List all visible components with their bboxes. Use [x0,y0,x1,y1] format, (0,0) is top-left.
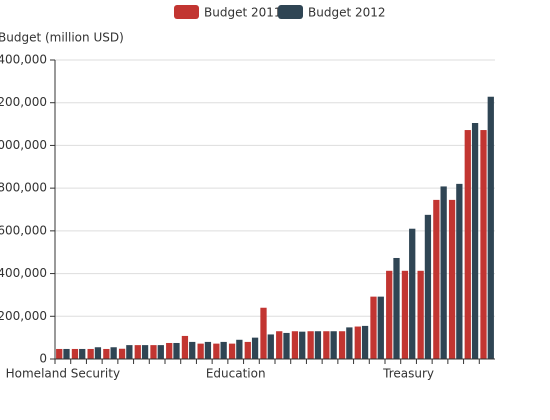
bar [63,348,70,359]
x-tick-label: Education [206,367,266,381]
bar [118,348,126,359]
bar [370,296,377,359]
y-tick-label: 1,200,000 [0,95,47,109]
bar [173,342,180,359]
bar [236,339,243,359]
legend-label: Budget 2012 [308,6,386,20]
bar [126,345,133,359]
bar [299,331,306,359]
bar [251,337,259,359]
bar [307,331,314,359]
bar [480,130,487,359]
bar [283,332,290,359]
bar [110,347,117,359]
bar [204,341,212,359]
y-tick-label: 600,000 [0,223,47,237]
bar [471,123,479,359]
bar [220,341,227,359]
bar [141,345,149,359]
bar [354,326,361,359]
legend-label: Budget 2011 [204,6,282,20]
y-axis-label: Budget (million USD) [0,31,124,45]
bar [291,331,299,359]
bar [401,270,409,359]
y-tick-label: 0 [39,352,47,366]
bar [197,343,204,359]
bar [213,343,220,359]
bar [440,186,447,359]
x-tick-label: Homeland Security [6,367,120,381]
bar [150,345,157,359]
x-tick-label: Treasury [382,367,434,381]
bar [346,327,353,359]
bar [260,307,267,359]
bar [330,331,337,359]
legend-swatch [174,5,199,19]
y-tick-label: 800,000 [0,181,47,195]
bar [87,348,94,359]
bar [267,334,274,359]
legend-swatch [278,5,303,19]
bar [338,331,346,359]
bar [56,348,63,359]
bar [487,96,494,359]
y-tick-label: 400,000 [0,266,47,280]
bar [386,270,393,359]
bar [134,345,141,359]
bar [448,199,456,359]
bar [244,341,251,359]
y-tick-label: 200,000 [0,309,47,323]
bar [157,345,164,359]
bar [409,228,416,359]
bar [456,183,463,359]
bar [424,214,432,359]
bar [181,335,189,359]
bar [314,331,322,359]
bar [433,199,440,359]
bar [276,331,283,359]
y-tick-label: 1,000,000 [0,138,47,152]
bar [417,270,424,359]
bar [377,296,384,359]
bar [228,343,236,359]
bar [94,347,102,359]
bar [393,257,400,359]
bar [361,325,369,359]
y-tick-label: 1,400,000 [0,53,47,67]
bar [323,331,330,359]
bar [166,342,173,359]
bar [103,348,110,359]
bar [71,348,79,359]
bar [464,130,471,359]
bar [189,341,196,359]
bar [79,348,86,359]
